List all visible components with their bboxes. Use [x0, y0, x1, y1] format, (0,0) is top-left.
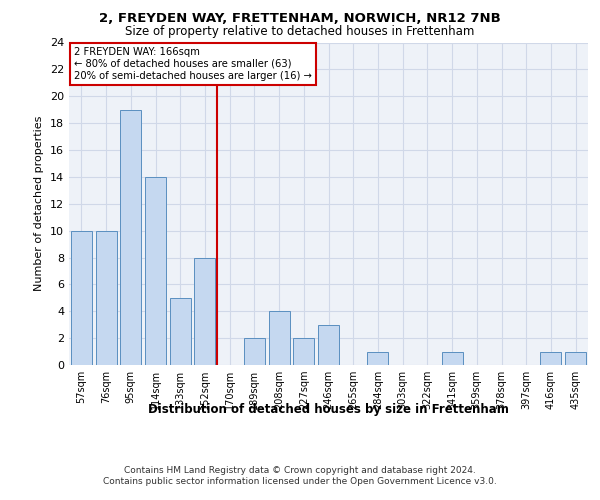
Text: Contains HM Land Registry data © Crown copyright and database right 2024.: Contains HM Land Registry data © Crown c… — [124, 466, 476, 475]
Bar — [194, 258, 215, 365]
Y-axis label: Number of detached properties: Number of detached properties — [34, 116, 44, 292]
Bar — [170, 298, 191, 365]
Bar — [269, 311, 290, 365]
Bar — [95, 230, 116, 365]
Text: Size of property relative to detached houses in Frettenham: Size of property relative to detached ho… — [125, 25, 475, 38]
Text: Distribution of detached houses by size in Frettenham: Distribution of detached houses by size … — [148, 402, 509, 415]
Text: 2 FREYDEN WAY: 166sqm
← 80% of detached houses are smaller (63)
20% of semi-deta: 2 FREYDEN WAY: 166sqm ← 80% of detached … — [74, 48, 312, 80]
Bar — [367, 352, 388, 365]
Bar — [293, 338, 314, 365]
Bar — [244, 338, 265, 365]
Text: 2, FREYDEN WAY, FRETTENHAM, NORWICH, NR12 7NB: 2, FREYDEN WAY, FRETTENHAM, NORWICH, NR1… — [99, 12, 501, 26]
Text: Contains public sector information licensed under the Open Government Licence v3: Contains public sector information licen… — [103, 478, 497, 486]
Bar — [442, 352, 463, 365]
Bar — [120, 110, 141, 365]
Bar — [565, 352, 586, 365]
Bar — [71, 230, 92, 365]
Bar — [318, 324, 339, 365]
Bar — [145, 177, 166, 365]
Bar — [541, 352, 562, 365]
